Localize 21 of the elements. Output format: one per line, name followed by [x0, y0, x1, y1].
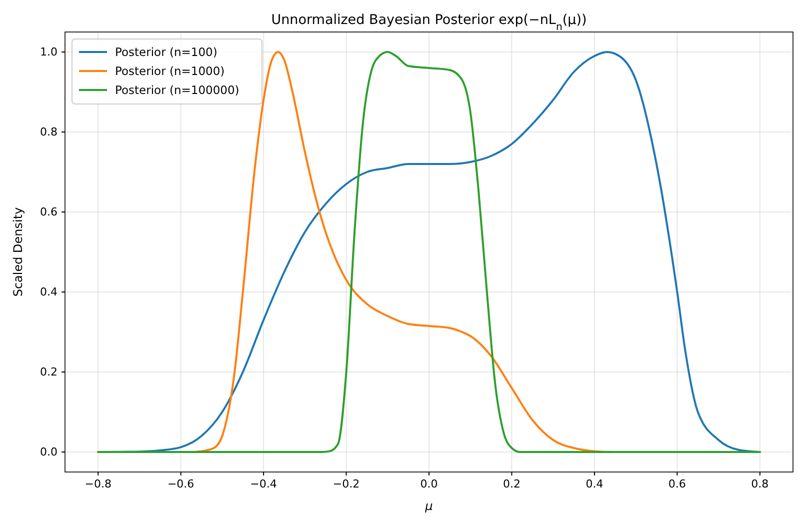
y-tick-label: 1.0 — [40, 46, 58, 59]
legend-label: Posterior (n=1000) — [115, 64, 225, 78]
x-tick-label: 0.0 — [420, 477, 438, 490]
y-axis-title: Scaled Density — [11, 207, 25, 297]
chart-title: Unnormalized Bayesian Posterior exp(−nL$_{n}$(μ)) — [271, 12, 587, 32]
x-tick-label: 0.2 — [502, 477, 520, 490]
x-tick-label: 0.8 — [751, 477, 769, 490]
x-tick-label: −0.8 — [84, 477, 112, 490]
y-tick-label: 0.8 — [40, 126, 58, 139]
x-tick-label: 0.6 — [668, 477, 686, 490]
y-tick-label: 0.4 — [40, 286, 58, 299]
legend-label: Posterior (n=100000) — [115, 83, 240, 97]
y-tick-label: 0.6 — [40, 206, 58, 219]
y-tick-label: 0.0 — [40, 446, 58, 459]
x-axis-title: μ — [424, 499, 434, 513]
x-tick-label: 0.4 — [586, 477, 604, 490]
legend-label: Posterior (n=100) — [115, 45, 218, 59]
x-tick-label: −0.2 — [332, 477, 360, 490]
x-tick-label: −0.6 — [167, 477, 194, 490]
y-tick-label: 0.2 — [40, 366, 58, 379]
x-tick-label: −0.4 — [250, 477, 277, 490]
